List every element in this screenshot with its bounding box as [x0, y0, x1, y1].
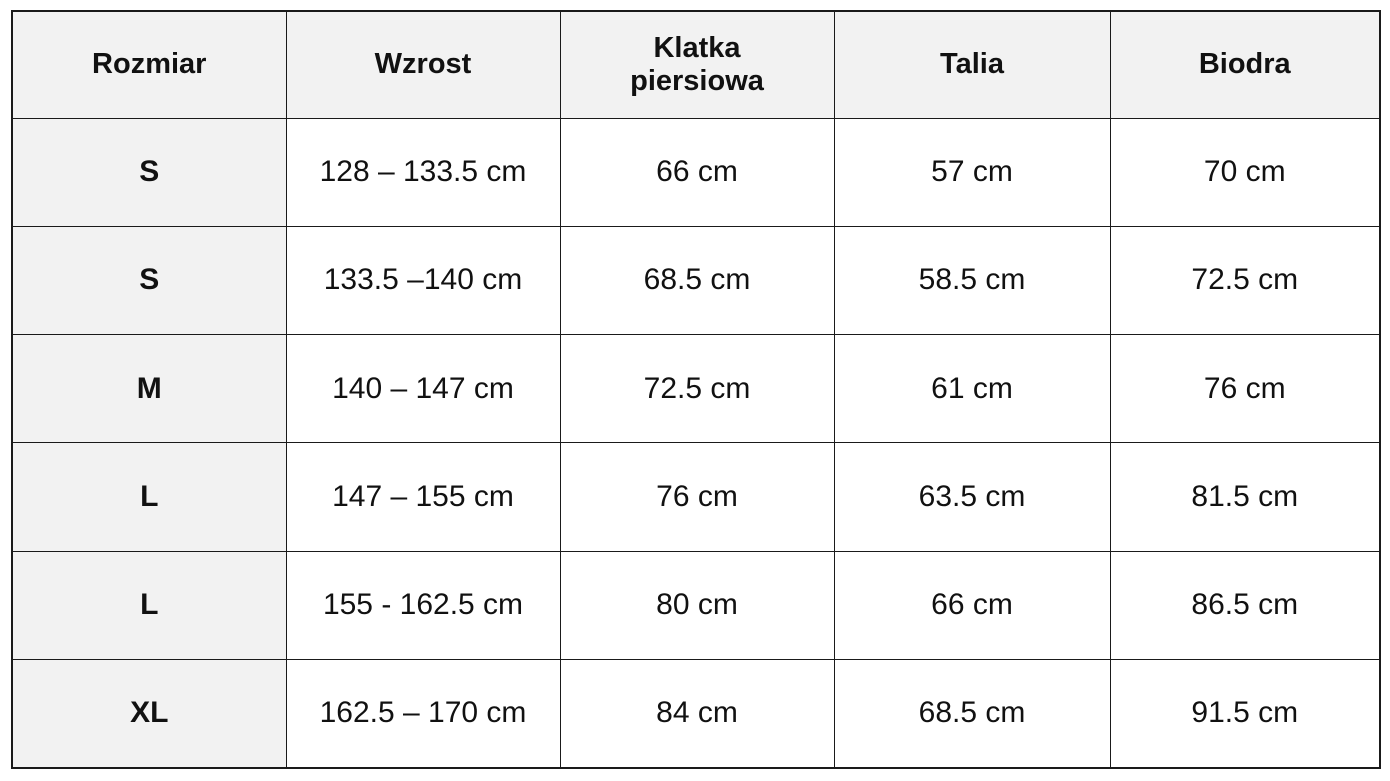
table-row: L 147 – 155 cm 76 cm 63.5 cm 81.5 cm	[11, 442, 1381, 552]
chest-cell: 72.5 cm	[559, 334, 835, 444]
chest-cell: 68.5 cm	[559, 226, 835, 336]
height-cell: 128 – 133.5 cm	[285, 117, 561, 228]
chest-cell: 84 cm	[559, 658, 835, 769]
waist-cell: 61 cm	[833, 334, 1111, 444]
size-cell: M	[11, 334, 287, 444]
table-row: L 155 - 162.5 cm 80 cm 66 cm 86.5 cm	[11, 550, 1381, 660]
hips-cell: 76 cm	[1109, 334, 1381, 444]
size-chart-table: Rozmiar Wzrost Klatka piersiowa Talia Bi…	[11, 10, 1381, 769]
header-row: Rozmiar Wzrost Klatka piersiowa Talia Bi…	[11, 10, 1381, 119]
height-cell: 133.5 –140 cm	[285, 226, 561, 336]
header-size: Rozmiar	[11, 10, 287, 119]
waist-cell: 66 cm	[833, 550, 1111, 660]
table-row: S 128 – 133.5 cm 66 cm 57 cm 70 cm	[11, 117, 1381, 228]
hips-cell: 91.5 cm	[1109, 658, 1381, 769]
waist-cell: 57 cm	[833, 117, 1111, 228]
hips-cell: 86.5 cm	[1109, 550, 1381, 660]
size-cell: S	[11, 226, 287, 336]
header-hips: Biodra	[1109, 10, 1381, 119]
header-height: Wzrost	[285, 10, 561, 119]
height-cell: 147 – 155 cm	[285, 442, 561, 552]
hips-cell: 81.5 cm	[1109, 442, 1381, 552]
waist-cell: 63.5 cm	[833, 442, 1111, 552]
size-cell: S	[11, 117, 287, 228]
waist-cell: 68.5 cm	[833, 658, 1111, 769]
chest-cell: 80 cm	[559, 550, 835, 660]
header-waist: Talia	[833, 10, 1111, 119]
hips-cell: 72.5 cm	[1109, 226, 1381, 336]
header-chest: Klatka piersiowa	[559, 10, 835, 119]
height-cell: 155 - 162.5 cm	[285, 550, 561, 660]
table-row: XL 162.5 – 170 cm 84 cm 68.5 cm 91.5 cm	[11, 658, 1381, 769]
table-header: Rozmiar Wzrost Klatka piersiowa Talia Bi…	[11, 10, 1381, 119]
chest-cell: 66 cm	[559, 117, 835, 228]
size-cell: L	[11, 442, 287, 552]
hips-cell: 70 cm	[1109, 117, 1381, 228]
waist-cell: 58.5 cm	[833, 226, 1111, 336]
table-row: M 140 – 147 cm 72.5 cm 61 cm 76 cm	[11, 334, 1381, 444]
height-cell: 162.5 – 170 cm	[285, 658, 561, 769]
height-cell: 140 – 147 cm	[285, 334, 561, 444]
size-cell: XL	[11, 658, 287, 769]
table-row: S 133.5 –140 cm 68.5 cm 58.5 cm 72.5 cm	[11, 226, 1381, 336]
chest-cell: 76 cm	[559, 442, 835, 552]
table-body: S 128 – 133.5 cm 66 cm 57 cm 70 cm S 133…	[11, 117, 1381, 769]
size-cell: L	[11, 550, 287, 660]
